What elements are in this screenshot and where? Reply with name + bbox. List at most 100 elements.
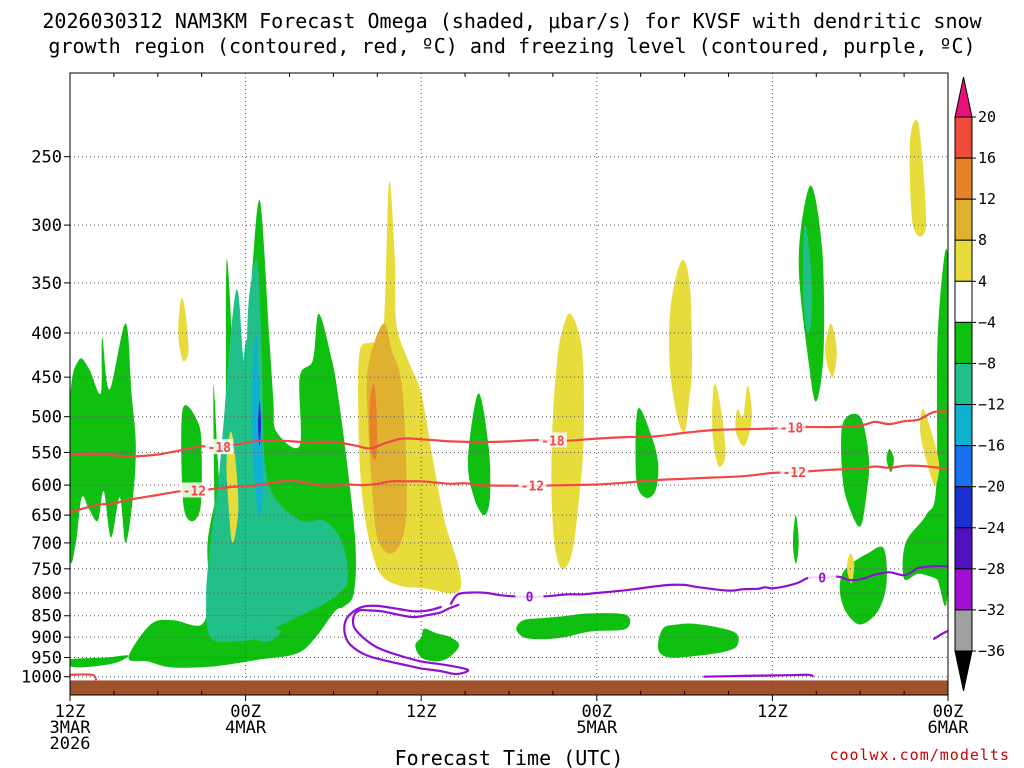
freezing-level-label-bg	[808, 569, 837, 585]
colorbar-bin-8	[954, 445, 973, 488]
x-tick-label-36-0: 00Z	[581, 702, 612, 722]
colorbar-label--12: −12	[978, 396, 1005, 414]
y-tick-label-400: 400	[31, 324, 62, 344]
freezing-loop-line	[343, 603, 470, 676]
freezing-right-line	[932, 629, 948, 641]
dendritic-minus-18-label: -18	[541, 434, 565, 449]
dendritic-minus-12-label-bg	[180, 482, 209, 498]
dendritic-minus-18-label: -18	[780, 422, 804, 437]
y-tick-label-700: 700	[31, 534, 62, 554]
x-axis-label: Forecast Time (UTC)	[395, 746, 624, 768]
colorbar-bin-5	[954, 321, 973, 364]
colorbar-bin-4	[954, 280, 973, 323]
omega-region-downward-29	[735, 385, 752, 446]
x-tick-label-12-1: 4MAR	[225, 718, 267, 738]
omega-region-max-upward-22	[258, 401, 261, 446]
colorbar-bin-11	[954, 568, 973, 611]
x-tick-label-0-0: 12Z	[55, 702, 86, 722]
dendritic-minus-18-label-bg	[538, 432, 567, 448]
dendritic-minus-12-label: -12	[783, 466, 806, 481]
x-tick-label-0-2: 2026	[50, 734, 91, 754]
colorbar-label--16: −16	[978, 437, 1005, 455]
freezing-left-line	[70, 673, 98, 682]
omega-region-upward-12	[792, 515, 799, 564]
y-tick-label-250: 250	[31, 148, 62, 168]
pressure-axis: 2503003504004505005506006507007508008509…	[21, 148, 70, 688]
colorbar-label--8: −8	[978, 354, 996, 372]
omega-colorbar: 20 16 12 8 4 −4 −8 −12 −16 −20 −24 −28 −32 −36	[954, 76, 1005, 692]
omega-region-downward-28	[712, 384, 726, 467]
y-tick-label-600: 600	[31, 476, 62, 496]
chart-title-line-2: growth region (contoured, red, ºC) and f…	[48, 34, 975, 58]
colorbar-label--24: −24	[978, 519, 1005, 537]
plot-area: -18 -18 -18 -12 -12 -12 0 0	[69, 72, 949, 696]
omega-region-upward-4	[70, 655, 129, 668]
grid-lines	[70, 73, 948, 695]
x-tick-label-12-0: 00Z	[230, 702, 261, 722]
dendritic-minus-12-label: -12	[521, 480, 544, 495]
plot-frame	[69, 72, 949, 696]
colorbar-top-triangle	[954, 76, 973, 118]
colorbar-bin-12	[954, 609, 973, 652]
y-tick-label-350: 350	[31, 274, 62, 294]
dendritic-minus-12-label: -12	[183, 484, 206, 499]
contour-lines: -18 -18 -18 -12 -12 -12 0 0	[70, 410, 948, 682]
chart-title-line-1: 2026030312 NAM3KM Forecast Omega (shaded…	[42, 9, 982, 33]
colorbar-label--36: −36	[978, 642, 1005, 660]
colorbar-bin-1	[954, 157, 973, 200]
credit-link[interactable]: coolwx.com/modelts	[829, 746, 1010, 764]
y-tick-label-450: 450	[31, 368, 62, 388]
colorbar-label-4: 4	[978, 272, 987, 290]
dendritic-minus-18-label-bg	[205, 439, 234, 455]
omega-region-upward-11	[841, 413, 870, 527]
freezing-level-label: 0	[526, 591, 534, 606]
x-tick-label-48-0: 12Z	[757, 702, 788, 722]
y-tick-label-850: 850	[31, 607, 62, 627]
colorbar-label-12: 12	[978, 190, 996, 208]
omega-region-downward-23	[178, 298, 189, 362]
omega-region-downward-30	[909, 119, 927, 237]
colorbar-label-8: 8	[978, 231, 987, 249]
x-tick-label-60-0: 00Z	[933, 702, 964, 722]
y-tick-label-500: 500	[31, 408, 62, 428]
omega-region-strong-upward-19	[251, 619, 281, 642]
y-tick-label-750: 750	[31, 560, 62, 580]
x-tick-label-24-0: 12Z	[406, 702, 437, 722]
colorbar-bin-7	[954, 404, 973, 447]
colorbar-label--32: −32	[978, 601, 1005, 619]
dendritic-minus-12-label-bg	[780, 464, 809, 480]
y-tick-label-300: 300	[31, 216, 62, 236]
omega-region-strong-downward-34	[366, 323, 407, 554]
omega-region-upward-8	[635, 408, 659, 499]
freezing-bottom-line	[703, 673, 815, 678]
x-tick-label-36-1: 5MAR	[576, 718, 618, 738]
omega-region-upward-7	[516, 613, 631, 640]
colorbar-label--4: −4	[978, 313, 996, 331]
dendritic-minus-18-label-bg	[777, 419, 806, 435]
omega-region-max-downward-35	[369, 384, 378, 460]
colorbar-bin-0	[954, 116, 973, 159]
colorbar-bin-3	[954, 239, 973, 282]
y-tick-label-1000: 1000	[21, 668, 62, 688]
omega-region-upward-14	[902, 248, 948, 606]
x-tick-label-0-1: 3MAR	[50, 718, 92, 738]
y-tick-label-950: 950	[31, 648, 62, 668]
omega-region-upward-9	[657, 623, 739, 658]
y-tick-label-900: 900	[31, 628, 62, 648]
y-tick-label-800: 800	[31, 584, 62, 604]
omega-region-upward-0	[70, 323, 136, 564]
dendritic-minus-12-label-bg	[518, 477, 547, 493]
freezing-level-label-bg	[515, 588, 544, 604]
x-tick-label-60-1: 6MAR	[928, 718, 970, 738]
omega-region-downward-32	[825, 323, 837, 378]
colorbar-bin-9	[954, 486, 973, 529]
omega-region-downward-27	[669, 259, 692, 432]
colorbar-bin-10	[954, 527, 973, 570]
colorbar-bin-6	[954, 362, 973, 406]
colorbar-label--20: −20	[978, 478, 1005, 496]
colorbar-label-20: 20	[978, 108, 996, 126]
dendritic-minus-18-label: -18	[208, 441, 232, 456]
y-tick-label-550: 550	[31, 443, 62, 463]
